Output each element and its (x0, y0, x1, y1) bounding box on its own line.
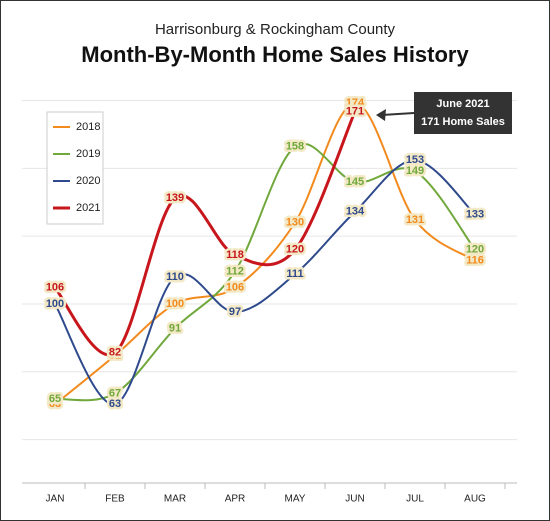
data-label: 120 (286, 244, 304, 256)
data-label: 131 (406, 214, 424, 226)
data-label: 106 (226, 282, 244, 294)
data-label: 65 (49, 393, 61, 405)
data-label: 91 (169, 322, 181, 334)
data-label: 158 (286, 141, 304, 153)
data-label: 130 (286, 217, 304, 229)
legend-label: 2019 (76, 148, 100, 160)
x-tick-label: FEB (105, 494, 125, 505)
x-tick-label: JUN (345, 494, 364, 505)
data-label: 67 (109, 387, 121, 399)
x-tick-label: MAR (164, 494, 186, 505)
data-label: 153 (406, 154, 424, 166)
x-tick-label: APR (225, 494, 246, 505)
annotation-arrow (381, 112, 415, 116)
data-label: 133 (466, 208, 484, 220)
data-label: 63 (49, 398, 61, 410)
labels: 63 81 100 106 130 174 131 116 65 67 91 112 158 145 149… (43, 95, 486, 413)
data-label: 81 (109, 349, 121, 361)
data-label: 149 (406, 165, 424, 177)
annotation-box (414, 92, 512, 134)
series-line (53, 110, 357, 357)
legend-box (46, 111, 104, 225)
annotation-arrowhead (376, 109, 386, 121)
chart-subtitle: Month-By-Month Home Sales History (81, 42, 469, 67)
data-label: 63 (109, 398, 121, 410)
data-label: 118 (226, 249, 244, 261)
data-label: 134 (346, 206, 365, 218)
data-label: 145 (346, 176, 364, 188)
annotation-text: 171 Home Sales (421, 116, 505, 128)
x-tick-label: AUG (464, 494, 486, 505)
data-label: 100 (166, 298, 184, 310)
data-label: 174 (346, 97, 365, 109)
x-tick-label: MAY (285, 494, 306, 505)
data-label: 97 (229, 306, 241, 318)
data-label: 100 (46, 298, 64, 310)
legend-label: 2021 (76, 202, 100, 214)
legend-label: 2020 (76, 175, 100, 187)
x-tick-label: JUL (406, 494, 424, 505)
data-label: 116 (466, 254, 484, 266)
lines (53, 102, 476, 406)
data-label: 106 (46, 282, 64, 294)
data-label: 82 (109, 347, 121, 359)
data-label: 110 (166, 271, 184, 283)
data-label: 112 (226, 265, 244, 277)
annotation-text: June 2021 (436, 98, 489, 110)
data-label: 171 (346, 105, 364, 117)
x-tick-label: JAN (46, 494, 65, 505)
chart-title: Harrisonburg & Rockingham County (155, 21, 396, 38)
annotation: June 2021 171 Home Sales (376, 92, 512, 134)
data-label: 111 (286, 268, 303, 280)
legend-label: 2018 (76, 121, 100, 133)
series-line (54, 102, 476, 406)
data-label: 120 (466, 244, 484, 256)
series-line (54, 159, 476, 406)
series-line (54, 142, 476, 402)
data-label: 139 (166, 192, 184, 204)
legend: 2018 2019 2020 2021 (46, 111, 104, 225)
